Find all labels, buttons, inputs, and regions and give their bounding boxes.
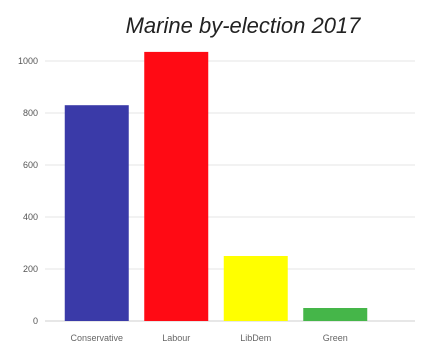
bar-labour (144, 51, 209, 322)
y-tick-label: 200 (23, 264, 38, 274)
y-tick-label: 800 (23, 108, 38, 118)
bar-libdem (223, 256, 288, 321)
y-axis-ticks: 0 200 400 600 800 1000 (18, 56, 38, 326)
bar-conservative (64, 105, 129, 321)
x-category-label: Green (323, 333, 348, 343)
y-tick-label: 0 (33, 316, 38, 326)
chart-title: Marine by-election 2017 (126, 13, 362, 38)
y-tick-label: 400 (23, 212, 38, 222)
bars (64, 51, 368, 322)
y-tick-label: 600 (23, 160, 38, 170)
x-category-label: Labour (162, 333, 190, 343)
y-tick-label: 1000 (18, 56, 38, 66)
x-category-label: Conservative (70, 333, 123, 343)
x-axis-labels: Conservative Labour LibDem Green (70, 333, 347, 343)
bar-green (303, 308, 368, 321)
x-category-label: LibDem (240, 333, 271, 343)
